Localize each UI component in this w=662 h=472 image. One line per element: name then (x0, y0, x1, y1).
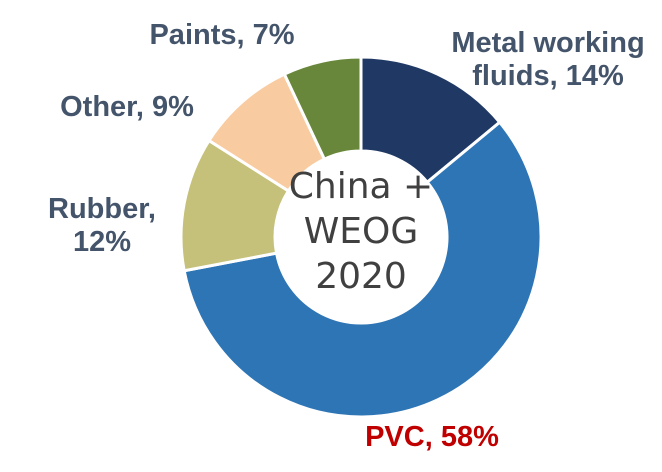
slice-label-3-line-0: Other, 9% (60, 91, 194, 123)
center-line-1: China + (289, 166, 433, 207)
slice-label-1: PVC, 58% (365, 421, 499, 453)
slice-4 (282, 55, 363, 162)
slice-label-2-line-0: Rubber, (48, 193, 156, 225)
slice-label-2-line-1: 12% (73, 226, 131, 258)
center-line-2: WEOG (304, 211, 419, 252)
center-label: China + WEOG 2020 (289, 166, 433, 297)
donut-slices (179, 55, 543, 419)
center-line-3: 2020 (315, 256, 407, 297)
slice-label-0-line-1: fluids, 14% (472, 60, 624, 92)
slice-labels: Metal working fluids, 14% PVC, 58% Rubber, 1… (48, 19, 645, 453)
slice-1 (182, 120, 543, 419)
slice-label-0: Metal working fluids, 14% (451, 27, 644, 92)
slice-label-0-line-0: Metal working (451, 27, 644, 59)
slice-label-3: Other, 9% (60, 91, 194, 123)
slice-label-2: Rubber, 12% (48, 193, 156, 258)
slice-label-4-line-0: Paints, 7% (149, 19, 294, 51)
slice-label-4: Paints, 7% (149, 19, 294, 51)
slice-label-1-line-0: PVC, 58% (365, 421, 499, 453)
